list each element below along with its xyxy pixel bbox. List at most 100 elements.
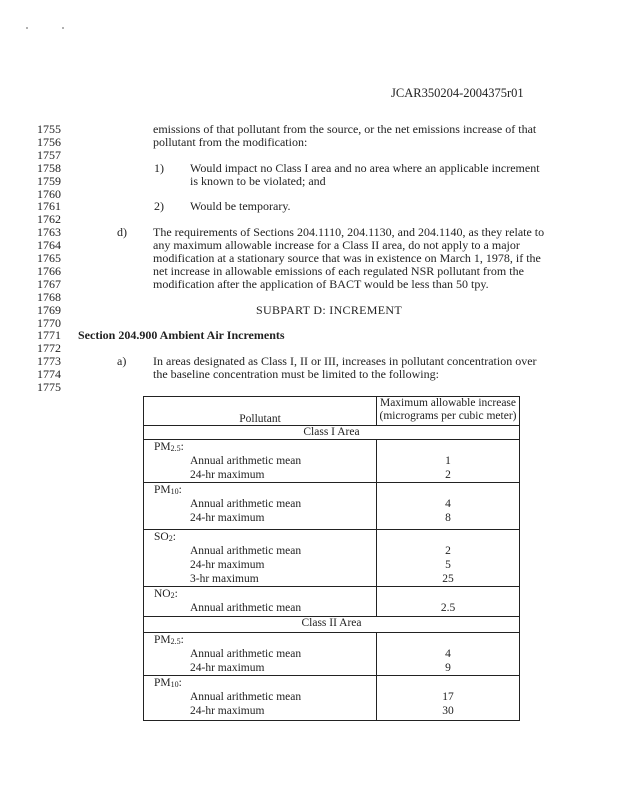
averaging-period: 24-hr maximum [190,662,265,674]
pollutant-name: PM2.5: [144,633,376,647]
averaging-period: Annual arithmetic mean [190,648,302,660]
pollutant-cell: PM2.5: Annual arithmetic mean 24-hr maximu… [143,439,377,483]
pollutant-name: PM10: [144,676,376,690]
averaging-period: Annual arithmetic mean [190,455,302,467]
line-number: 1762 [37,212,61,227]
pollutant-cell: PM10: Annual arithmetic mean 24-hr maximum [143,482,377,530]
text-line: net increase in allowable emissions of e… [153,263,524,278]
line-number: 1759 [37,173,61,188]
item-2-text: Would be temporary. [190,199,291,214]
spacer [377,483,519,497]
pollutant-name: NO2: [144,587,376,601]
header-line: Maximum allowable increase [379,397,517,409]
pollutant-base: PM [154,634,171,646]
increment-value: 1 [445,455,451,467]
item-a-text: In areas designated as Class I, II or II… [153,355,537,381]
increment-value: 9 [445,662,451,674]
subpart-title: SUBPART D: INCREMENT [256,302,402,317]
colon: : [178,677,182,689]
colon: : [178,484,182,496]
line-number: 1760 [37,186,61,201]
averaging-period: Annual arithmetic mean [190,691,302,703]
header-max-increase: Maximum allowable increase (micrograms p… [376,396,520,426]
table-header-row: Pollutant Maximum allowable increase (mi… [143,396,520,426]
item-2-label: 2) [154,199,164,214]
averaging-period: Annual arithmetic mean [190,498,302,510]
colon: : [180,441,184,453]
header-pollutant: Pollutant [143,396,377,426]
pollutant-base: PM [154,484,171,496]
pollutant-name: PM2.5: [144,440,376,454]
pollutant-name: SO2: [144,530,376,544]
pollutant-subscript: 10 [170,487,179,496]
text-line: Would impact no Class I area and no area… [190,160,540,175]
area-row: Class II Area [143,616,520,633]
averaging-period: 3-hr maximum [190,573,259,585]
pollutant-cell: SO2: Annual arithmetic mean 24-hr maximum 3… [143,529,377,587]
increment-value: 30 [442,705,454,717]
averaging-period: 24-hr maximum [190,512,265,524]
area-row: Class I Area [143,425,520,440]
increment-value: 4 [445,498,451,510]
line-number: 1771 [37,328,61,343]
text-line: pollutant from the modification: [153,134,308,149]
averaging-period: 24-hr maximum [190,705,265,717]
line-number: 1768 [37,289,61,304]
increment-value: 8 [445,512,451,524]
averaging-period: Annual arithmetic mean [190,545,302,557]
pollutant-base: PM [154,441,171,453]
pollutant-subscript: 2.5 [170,444,181,453]
pollutant-row: PM2.5: Annual arithmetic mean 24-hr maximu… [143,439,520,483]
value-cell: 2.5 [376,586,520,617]
item-1-text: Would impact no Class I area and no area… [190,160,540,188]
increment-value: 5 [445,559,451,571]
area-label: Class II Area [143,616,520,633]
item-d-text: The requirements of Sections 204.1110, 2… [153,226,544,291]
line-number: 1757 [37,147,61,162]
spacer [377,587,519,601]
line-number: 1763 [37,225,61,240]
pollutant-row: PM2.5: Annual arithmetic mean 24-hr maximu… [143,632,520,676]
line-number: 1755 [37,122,61,136]
text-line: The requirements of Sections 204.1110, 2… [153,225,545,240]
increment-value: 17 [442,691,454,703]
pollutant-subscript: 2 [168,534,173,543]
line-number: 1772 [37,341,61,356]
paragraph-intro: emissions of that pollutant from the sou… [153,123,536,149]
value-cell: 17 30 [376,675,520,721]
pollutant-cell: PM10: Annual arithmetic mean 24-hr maximum [143,675,377,721]
line-number: 1756 [37,134,61,149]
pollutant-subscript: 2.5 [170,637,181,646]
item-1-label: 1) [154,160,164,175]
line-number: 1770 [37,315,61,330]
line-number: 1773 [37,354,61,369]
pollutant-cell: PM2.5: Annual arithmetic mean 24-hr maximu… [143,632,377,676]
text-line: modification at a stationary source that… [153,251,541,265]
spacer [377,633,519,647]
text-line: any maximum allowable increase for a Cla… [153,238,520,253]
pollutant-base: SO [154,531,169,543]
text-line: emissions of that pollutant from the sou… [153,122,537,136]
document-id-header: JCAR350204-2004375r01 [391,86,524,100]
pollutant-row: PM10: Annual arithmetic mean 24-hr maximum… [143,675,520,721]
text-line: the baseline concentration must be limit… [153,367,439,382]
increment-value: 2 [445,469,451,481]
pollutant-subscript: 2 [170,591,175,600]
colon: : [180,634,184,646]
increment-value: 4 [445,648,451,660]
scan-speck [26,27,28,29]
line-number: 1764 [37,238,61,253]
line-number: 1761 [37,199,61,214]
line-number: 1767 [37,276,61,291]
spacer [377,676,519,690]
item-a-label: a) [117,354,127,369]
pollutant-row: SO2: Annual arithmetic mean 24-hr maximum 3… [143,529,520,587]
section-heading: Section 204.900 Ambient Air Increments [78,328,285,343]
colon: : [174,588,178,600]
pollutant-row: NO2: Annual arithmetic mean 2.5 [143,586,520,617]
line-number: 1765 [37,251,61,265]
averaging-period: 24-hr maximum [190,559,265,571]
line-number: 1758 [37,160,61,175]
